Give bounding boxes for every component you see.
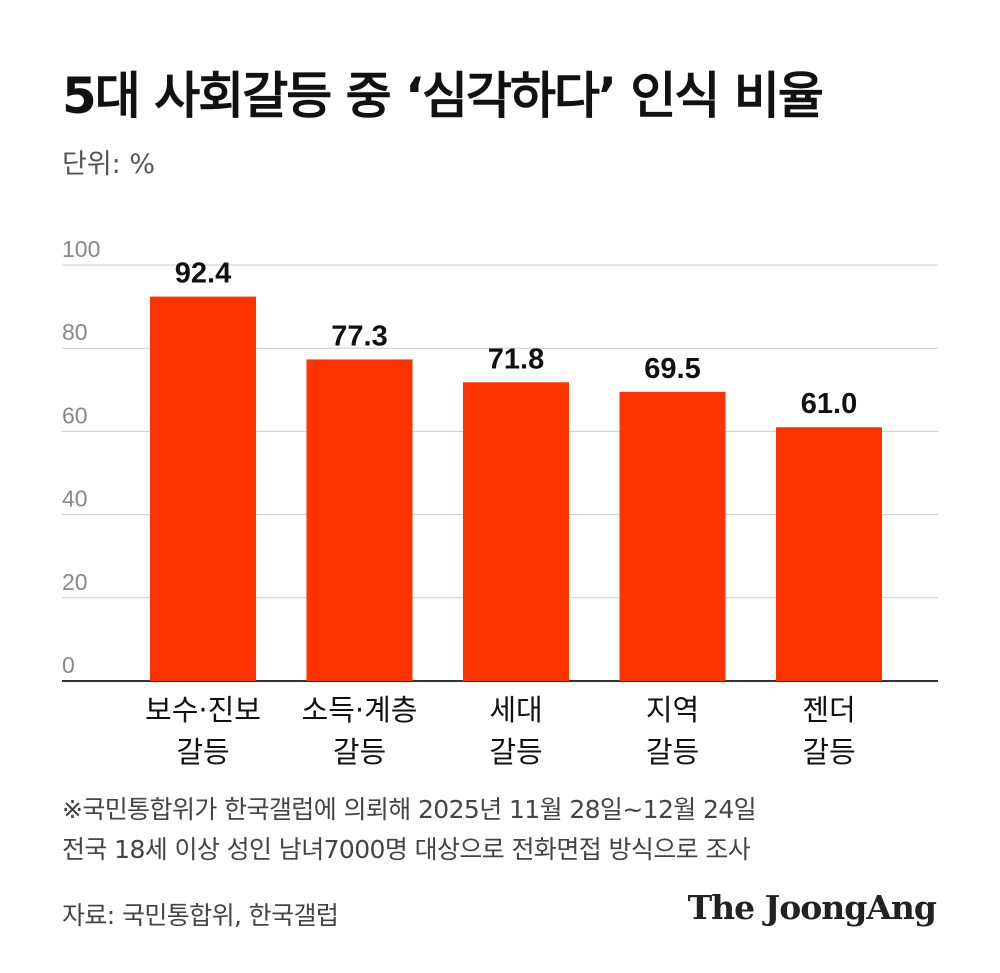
y-tick-label: 80 — [62, 319, 88, 345]
x-category-label: 갈등 — [646, 735, 699, 769]
bar-value-label: 92.4 — [175, 258, 231, 290]
bar — [776, 427, 882, 681]
brand-logo: The JoongAng — [687, 888, 937, 927]
bar — [463, 382, 569, 681]
x-category-label: 갈등 — [333, 735, 386, 769]
x-category-label: 지역 — [646, 693, 699, 727]
x-category-label: 소득·계층 — [302, 693, 418, 727]
x-category-label: 갈등 — [802, 735, 855, 769]
source-text: 자료: 국민통합위, 한국갤럽 — [62, 901, 339, 930]
unit-label: 단위: % — [62, 149, 156, 180]
x-category-label: 세대 — [489, 693, 542, 727]
x-category-label: 보수·진보 — [145, 693, 261, 727]
survey-note-line-1: ※국민통합위가 한국갤럽에 의뢰해 2025년 11월 28일~12월 24일 — [62, 795, 757, 824]
y-tick-label: 40 — [62, 486, 88, 512]
x-category-label: 갈등 — [489, 735, 542, 769]
y-tick-label: 60 — [62, 402, 88, 428]
bar — [619, 391, 726, 681]
y-tick-label: 0 — [62, 652, 75, 678]
chart-title: 5대 사회갈등 중 ‘심각하다’ 인식 비율 — [62, 67, 824, 125]
x-category-label: 갈등 — [176, 735, 229, 769]
y-tick-label: 20 — [62, 569, 88, 595]
bar — [150, 296, 256, 681]
y-tick-label: 100 — [62, 236, 100, 262]
bar-value-label: 77.3 — [331, 320, 387, 352]
bar-value-label: 61.0 — [801, 388, 857, 420]
bar — [306, 359, 413, 681]
bar-value-label: 69.5 — [644, 353, 700, 385]
survey-note-line-2: 전국 18세 이상 성인 남녀7000명 대상으로 전화면접 방식으로 조사 — [62, 835, 751, 864]
x-category-label: 젠더 — [802, 693, 855, 727]
bar-value-label: 71.8 — [488, 343, 544, 375]
